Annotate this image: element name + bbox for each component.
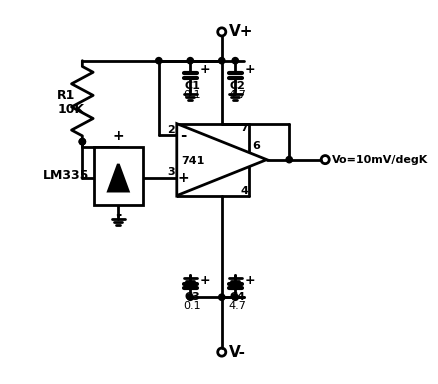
- Text: 4: 4: [240, 186, 248, 196]
- Text: 7: 7: [240, 123, 248, 133]
- Circle shape: [232, 294, 238, 300]
- Text: 10K: 10K: [57, 103, 84, 116]
- Text: 3: 3: [168, 167, 175, 177]
- Circle shape: [187, 294, 194, 300]
- Circle shape: [232, 58, 238, 64]
- Text: 4.7: 4.7: [228, 90, 246, 100]
- Text: 4.7: 4.7: [228, 301, 246, 311]
- Circle shape: [155, 58, 162, 64]
- Text: Vo=10mV/degK: Vo=10mV/degK: [332, 155, 429, 165]
- Text: +: +: [177, 170, 189, 185]
- Circle shape: [219, 58, 225, 64]
- Bar: [94, 147, 143, 205]
- Text: -: -: [180, 128, 186, 143]
- Text: C4: C4: [229, 292, 245, 302]
- Text: V+: V+: [229, 25, 254, 40]
- Text: +: +: [244, 274, 255, 286]
- Circle shape: [286, 156, 293, 163]
- Text: R1: R1: [57, 89, 75, 102]
- Text: 0.1: 0.1: [183, 90, 201, 100]
- Polygon shape: [177, 124, 267, 195]
- Text: 6: 6: [252, 141, 260, 151]
- Circle shape: [79, 139, 85, 145]
- Text: LM335: LM335: [43, 169, 89, 182]
- Circle shape: [79, 139, 85, 145]
- Text: C2: C2: [229, 81, 245, 91]
- Text: -: -: [115, 207, 121, 222]
- Circle shape: [187, 58, 194, 64]
- Text: +: +: [244, 63, 255, 76]
- Text: 741: 741: [181, 156, 205, 166]
- Text: +: +: [199, 63, 210, 76]
- Text: C3: C3: [184, 292, 200, 302]
- Circle shape: [219, 294, 225, 300]
- Polygon shape: [109, 164, 128, 191]
- Text: V-: V-: [229, 344, 246, 359]
- Text: 0.1: 0.1: [183, 301, 201, 311]
- Text: C1: C1: [184, 81, 200, 91]
- Text: +: +: [113, 129, 124, 143]
- Text: 2: 2: [167, 125, 175, 135]
- Text: +: +: [199, 274, 210, 286]
